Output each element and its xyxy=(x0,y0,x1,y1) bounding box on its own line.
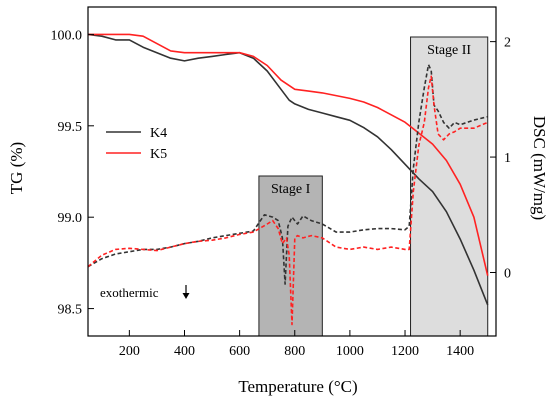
series-layer xyxy=(87,33,489,326)
label-layer: 200 400 600 800 1000 1200 1400 98.5 99.0 99.5 100.… xyxy=(51,28,512,359)
y-left-tick-label: 99.5 xyxy=(58,120,83,135)
axes-frame xyxy=(87,6,497,337)
legend-label-k5: K5 xyxy=(150,147,167,162)
y-left-tick-label: 99.0 xyxy=(58,211,83,226)
x-tick-label: 1000 xyxy=(336,344,364,359)
x-tick-label: 1200 xyxy=(391,344,419,359)
x-tick-label: 600 xyxy=(229,344,250,359)
x-tick-label: 400 xyxy=(174,344,195,359)
plot-frame xyxy=(87,6,497,337)
exothermic-label: exothermic xyxy=(100,285,159,300)
down-arrow-icon xyxy=(182,285,190,299)
series-line-k5-dsc xyxy=(87,75,489,326)
y-left-tick-label: 100.0 xyxy=(51,28,83,43)
stage-region-2 xyxy=(410,36,489,337)
series-line-k5 xyxy=(88,33,489,276)
x-tick-label: 1400 xyxy=(446,344,474,359)
series-line-k4 xyxy=(87,33,489,306)
exothermic-annotation: exothermic xyxy=(100,285,190,300)
y-right-axis-title: DSC (mW/mg) xyxy=(530,116,549,220)
legend-label-k4: K4 xyxy=(150,126,167,141)
y-right-tick-label: 2 xyxy=(504,36,511,51)
y-left-axis-title: TG (%) xyxy=(7,142,26,194)
y-left-tick-label: 98.5 xyxy=(58,303,83,318)
tick-layer xyxy=(88,33,496,336)
series-line-k4-dsc xyxy=(87,63,488,285)
stage-region-1 xyxy=(258,175,323,337)
stage-label-2: Stage II xyxy=(427,43,471,58)
x-tick-label: 800 xyxy=(284,344,305,359)
stage-region-layer: Stage I Stage II xyxy=(258,36,489,337)
legend: K4 K5 xyxy=(106,126,167,162)
x-tick-label: 200 xyxy=(119,344,140,359)
y-right-tick-label: 1 xyxy=(504,151,511,166)
stage-label-1: Stage I xyxy=(271,182,311,197)
y-right-tick-label: 0 xyxy=(504,267,511,282)
x-axis-title: Temperature (°C) xyxy=(238,377,357,396)
